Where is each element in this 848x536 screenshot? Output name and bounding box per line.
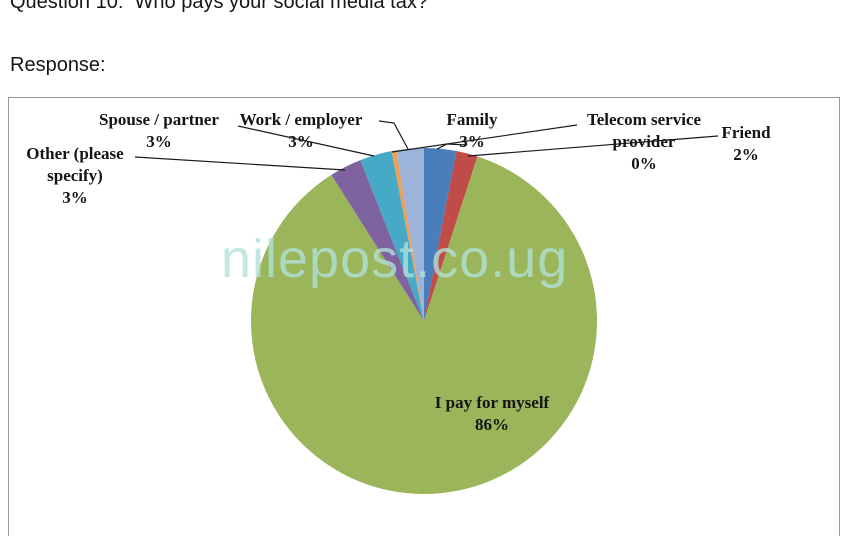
pie-slice-i-pay-for-myself: [251, 156, 597, 494]
pie-slice-spouse-partner: [360, 151, 424, 321]
label-ipay-pct: 86%: [475, 415, 509, 434]
callout-family: Family 3%: [447, 109, 498, 153]
callout-spouse-pct: 3%: [146, 132, 172, 151]
pie-slice-telecom-service-provider: [391, 150, 424, 321]
pie-slice-family: [424, 148, 457, 321]
watermark: nilepost.co.ug: [221, 229, 569, 289]
callout-other: Other (please specify) 3%: [26, 143, 123, 209]
pie-slice-other-please-specify: [331, 160, 424, 321]
callout-work: Work / employer 3%: [240, 109, 363, 153]
callout-family-pct: 3%: [459, 132, 485, 151]
callout-friend: Friend 2%: [721, 122, 770, 166]
callout-spouse: Spouse / partner 3%: [99, 109, 219, 153]
callout-work-pct: 3%: [288, 132, 314, 151]
label-ipay-line1: I pay for myself: [434, 393, 550, 412]
callout-family-line1: Family: [446, 110, 498, 129]
callout-other-line1: Other (please: [26, 144, 124, 163]
page-title: Question 10: Who pays your social media …: [10, 0, 428, 13]
pie-slice-work-employer: [396, 148, 424, 321]
callout-work-line1: Work / employer: [239, 110, 363, 129]
callout-other-pct: 3%: [62, 188, 88, 207]
response-label: Response:: [10, 54, 106, 76]
callout-friend-line1: Friend: [721, 123, 771, 142]
callout-friend-pct: 2%: [733, 145, 759, 164]
callout-telecom-line2: provider: [612, 132, 676, 151]
pie-chart: [251, 148, 597, 494]
callout-telecom: Telecom service provider 0%: [587, 109, 701, 175]
label-i-pay-for-myself: I pay for myself 86%: [435, 392, 549, 436]
callout-other-line2: specify): [47, 166, 103, 185]
callout-telecom-line1: Telecom service: [586, 110, 702, 129]
callout-spouse-line1: Spouse / partner: [99, 110, 219, 129]
callout-telecom-pct: 0%: [631, 154, 657, 173]
pie-slice-friend: [424, 151, 478, 321]
